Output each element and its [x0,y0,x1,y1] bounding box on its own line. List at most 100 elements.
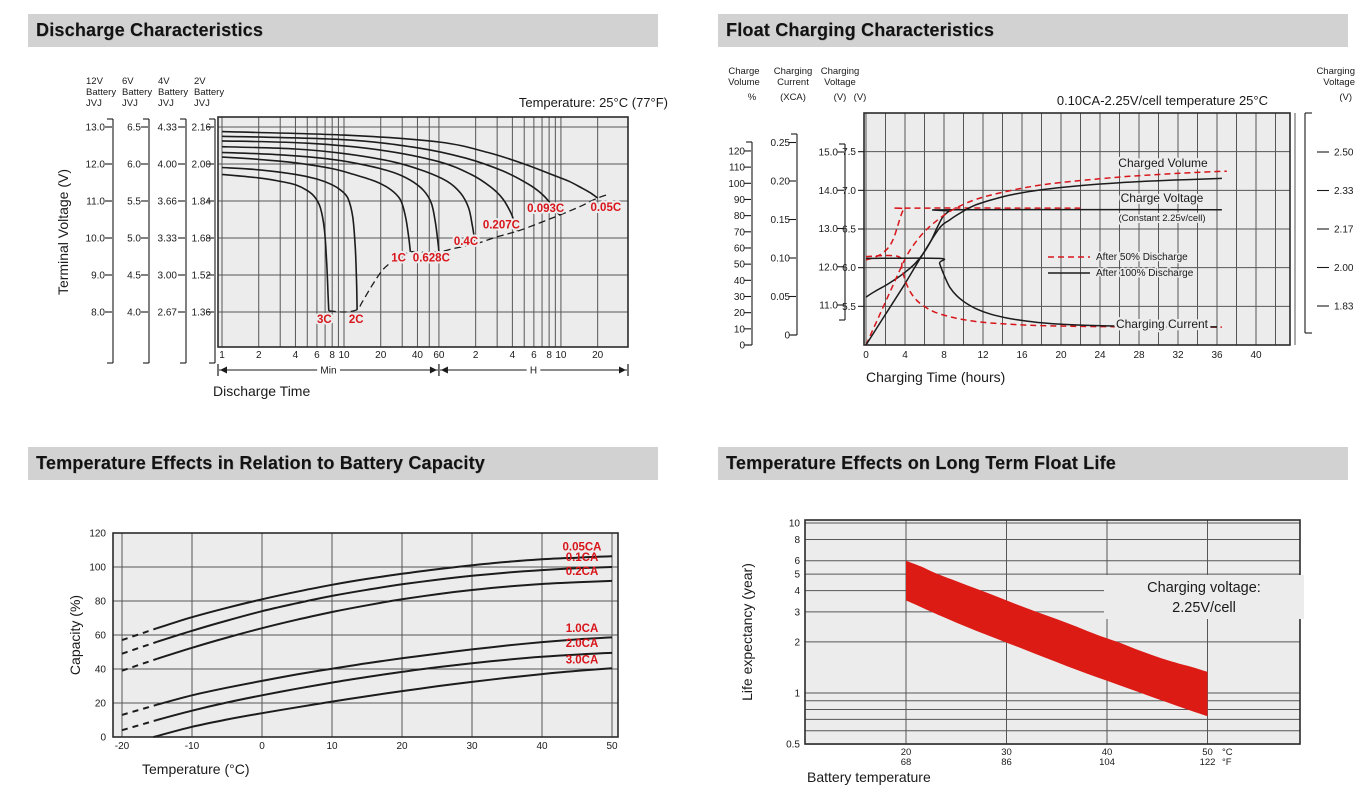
series-0.2CA-dashed [121,657,158,672]
plot-frame [112,532,619,738]
scale-tick-label: 7.0 [842,186,856,197]
scale-header: 4V [158,76,170,87]
x-tick-label: 40 [1250,350,1262,361]
series-charge_volume_100 [865,177,1222,346]
scale-header: Battery [86,87,116,98]
scale-tick-label: 2.33 [1334,186,1354,197]
series-0.4C [221,145,477,245]
x-tick-label: 6 [531,350,537,361]
x-tick-label: 36 [1211,350,1223,361]
grid [805,520,1300,745]
series-charging_current_100 [865,257,1218,328]
section-title-temp-capacity: Temperature Effects in Relation to Batte… [36,453,485,473]
x-tick-label: 40 [536,741,548,752]
curve-label-constant-voltage: (Constant 2.25v/cell) [1118,213,1205,224]
scale-tick-label: 11.0 [819,301,838,312]
scale-header: Volume [728,77,760,88]
scale-tick-label: 110 [729,163,745,174]
scale-tick-label: 5.0 [127,234,141,245]
series-3C [221,173,330,311]
x-tick-label: 2 [473,350,479,361]
scale-tick-label: 0.15 [771,215,791,226]
scale-tick-label: 10.0 [86,234,106,245]
scale-tick-label: 9.0 [91,271,105,282]
x-tick-label: 28 [1133,350,1145,361]
section-title-discharge: Discharge Characteristics [36,20,264,40]
series-2.0CA-dashed [121,719,158,732]
scale-tick-label: 5.5 [842,302,856,313]
annotation-background [1104,575,1304,619]
axes: -20 -10 0 10 20 30 40 50 0 20 40 60 80 100 120 Temperat… [67,529,618,778]
x-tick-label: 20 [592,350,604,361]
scale-header: JVJ [194,98,210,109]
x-tick-label: 30 [466,741,478,752]
scale-tick-label: 1.36 [192,308,212,319]
scale-tick-label: 2.67 [158,308,178,319]
range-label-h: H [530,366,537,377]
x-tick-label: 12 [977,350,989,361]
series-1C [221,156,412,253]
y-tick-label: 40 [95,665,107,676]
x-tick-label: 20 [375,350,387,361]
y-tick-label: 20 [95,699,107,710]
annotation-line-1: Charging voltage: [1147,580,1261,596]
x-tick-label-f: 122 [1200,757,1216,768]
scale-tick-label: 13.0 [819,224,839,235]
scale-header: Charging [774,66,813,77]
scale-tick-label: 4.0 [127,308,141,319]
scale-header: Charging [821,66,860,77]
x-tick-label: -10 [185,741,200,752]
series-0.05CA [156,555,613,630]
scale-tick-label: 13.0 [86,123,106,134]
section-title-bar-temp-capacity: Temperature Effects in Relation to Batte… [28,447,658,480]
section-title-float-charging: Float Charging Characteristics [726,20,995,40]
series-label-0.1CA: 0.1CA [566,552,599,564]
series-label-0.207C: 0.207C [483,219,520,231]
y-tick-label: 8 [794,535,800,546]
series-0.1CA-dashed [121,640,158,655]
x-tick-label: 16 [1016,350,1028,361]
voltage-scales: 12VBatteryJVJ13.012.011.010.09.08.06VBat… [86,76,224,364]
scale-header: Battery [158,87,188,98]
x-tick-label: 10 [326,741,338,752]
life-expectancy-band [906,560,1208,717]
x-tick-label: 4 [510,350,516,361]
scale-tick-label: 5.5 [127,197,141,208]
x-tick-label: 8 [546,350,552,361]
scale-tick-label: 7.5 [842,147,856,158]
series-0.093C [221,135,561,216]
series-1.0CA-dashed [121,703,158,716]
scale-tick-label: 0.20 [771,177,791,188]
discharge-chart: 12VBatteryJVJ13.012.011.010.09.08.06VBat… [55,76,668,399]
scale-tick-label: 12.0 [819,262,839,273]
series-label-0.4C: 0.4C [454,236,478,248]
arrowhead [220,366,227,374]
series-2C [221,166,358,310]
series-label-3.0CA: 3.0CA [566,654,599,666]
scale-tick-label: 0 [739,341,745,352]
scale-tick-label: 4.5 [127,271,141,282]
series-0.1CA [156,566,613,643]
scale-tick-label: 70 [734,227,746,238]
scale-tick-label: 6.5 [127,123,141,134]
scale-tick-label: 3.00 [158,271,178,282]
x-unit-f: °F [1222,757,1232,768]
curve-label-charging-current: Charging Current [1116,317,1209,331]
scale-tick-label: 8.0 [91,308,105,319]
temperature-note: Temperature: 25°C (77°F) [519,95,668,110]
series-1.0CA [156,636,613,706]
series-group: Charged Volume Charge Voltage (Constant 2.… [865,154,1227,346]
y-tick-label: 80 [95,597,107,608]
x-tick-label: 0 [259,741,265,752]
y-axis-title: Terminal Voltage (V) [55,169,71,295]
scale-tick-label: 4.00 [158,160,178,171]
scale-tick-label: 3.33 [158,234,178,245]
axes: 1086543210.5206830864010450122°C°FBatter… [739,519,1233,786]
axes: 0 4 8 12 16 20 24 28 32 36 40 Charging Time (hours)… [863,93,1268,385]
scale-tick-label: 0.25 [771,138,791,149]
x-tick-label: 6 [314,350,320,361]
series-2.0CA [156,651,613,721]
scale-tick-label: 2.16 [192,123,212,134]
scale-unit: (V) [834,92,847,103]
